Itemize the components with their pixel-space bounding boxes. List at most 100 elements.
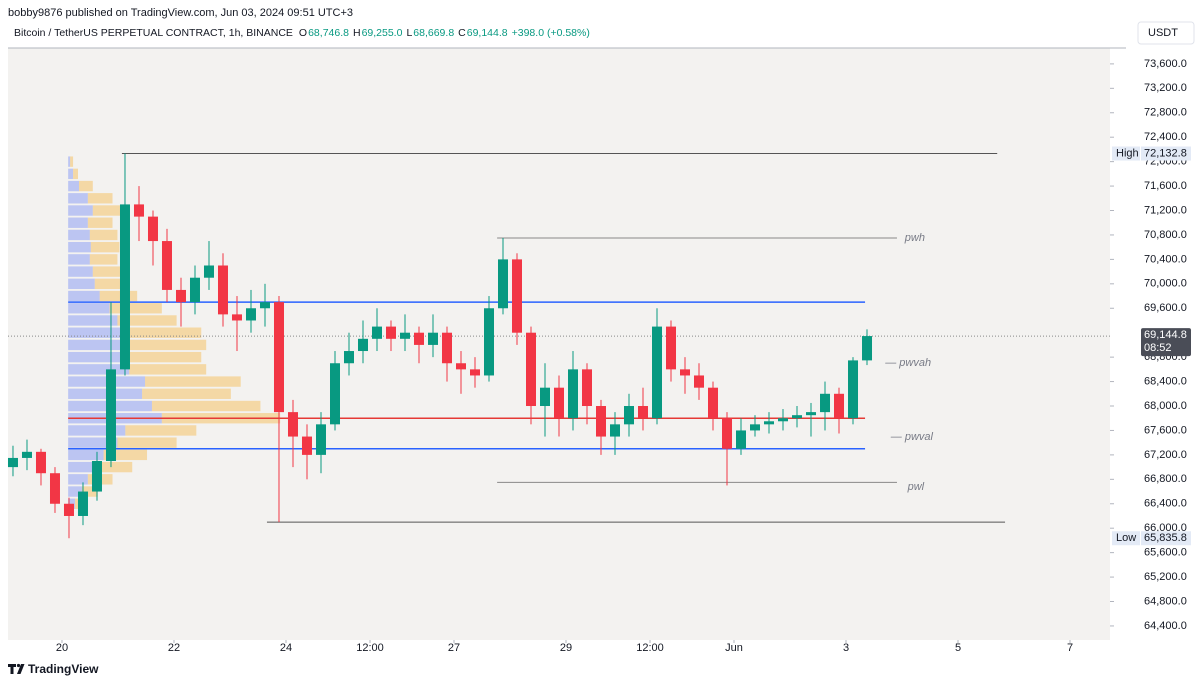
profile-down xyxy=(103,449,148,461)
profile-up xyxy=(68,303,110,314)
profile-up xyxy=(68,193,88,204)
profile-up xyxy=(68,388,143,399)
annotation: pwl xyxy=(907,481,925,493)
marker-box xyxy=(1141,531,1191,546)
profile-down xyxy=(81,486,98,497)
annotation: pwh xyxy=(904,232,925,244)
profile-up xyxy=(68,217,88,228)
profile-down xyxy=(145,376,241,387)
candle-body xyxy=(399,332,410,339)
y-tick-label: 68,000.0 xyxy=(1144,400,1187,412)
x-tick-label: 5 xyxy=(955,642,961,654)
x-tick-label: 24 xyxy=(280,642,292,654)
publisher: bobby9876 published on TradingView.com, … xyxy=(8,7,353,19)
profile-up xyxy=(68,339,130,351)
profile-down xyxy=(142,388,231,399)
profile-down xyxy=(127,351,202,363)
candle-body xyxy=(287,412,298,437)
candle-body xyxy=(539,387,550,407)
chart-title: Bitcoin / TetherUS PERPETUAL CONTRACT, 1… xyxy=(14,27,293,39)
candle-body xyxy=(77,491,88,516)
profile-down xyxy=(127,327,202,338)
profile-down xyxy=(129,364,207,375)
x-tick-label: 29 xyxy=(560,642,572,654)
candle-body xyxy=(778,418,789,422)
candle-body xyxy=(231,314,242,321)
candle-body xyxy=(596,406,607,437)
x-tick-label: 3 xyxy=(843,642,849,654)
candle-body xyxy=(666,326,677,370)
candle-body xyxy=(638,406,649,419)
marker-box xyxy=(1141,146,1191,161)
candle-body xyxy=(694,375,705,388)
candle-body xyxy=(554,387,564,419)
y-tick-label: 73,200.0 xyxy=(1144,82,1187,94)
candle-body xyxy=(301,436,312,455)
profile-up xyxy=(68,254,90,265)
profile-up xyxy=(68,449,104,461)
candle-body xyxy=(329,363,340,425)
profile-up xyxy=(68,241,91,253)
legend-value: 69,144.8 xyxy=(467,27,508,39)
profile-up xyxy=(68,461,98,473)
candle-body xyxy=(652,326,663,419)
candle-body xyxy=(792,415,803,419)
candle-body xyxy=(315,424,326,455)
brand: TradingView xyxy=(28,662,99,676)
profile-up xyxy=(68,156,71,167)
y-tick-label: 64,800.0 xyxy=(1144,595,1187,607)
candle-body xyxy=(736,430,747,449)
candle-body xyxy=(441,332,452,364)
candle-body xyxy=(427,332,438,345)
y-tick-label: 70,400.0 xyxy=(1144,253,1187,265)
candle-body xyxy=(455,363,466,370)
candle-body xyxy=(189,277,200,303)
last-price-box xyxy=(1141,328,1191,357)
last-price-label: 69,144.8 xyxy=(1144,329,1187,341)
marker-tag-box xyxy=(1112,146,1140,161)
legend-value: 68,746.8 xyxy=(308,27,349,39)
candle-body xyxy=(385,326,396,339)
candle-body xyxy=(413,332,424,345)
profile-up xyxy=(68,437,118,448)
candle-body xyxy=(750,424,761,431)
y-tick-label: 65,200.0 xyxy=(1144,571,1187,583)
profile-up xyxy=(68,180,79,192)
candle-body xyxy=(525,332,536,407)
candle-body xyxy=(357,338,368,352)
y-tick-label: 73,600.0 xyxy=(1144,58,1187,70)
legend-value: 69,255.0 xyxy=(362,27,403,39)
marker-label: 65,835.8 xyxy=(1144,532,1187,544)
profile-up xyxy=(68,425,126,436)
profile-up xyxy=(68,168,74,180)
candle-body xyxy=(862,336,873,361)
profile-down xyxy=(97,461,133,473)
currency: USDT xyxy=(1148,27,1178,39)
profile-up xyxy=(68,327,128,338)
candle-body xyxy=(371,326,382,339)
profile-up xyxy=(68,229,90,241)
profile-up xyxy=(68,474,88,485)
y-tick-label: 66,000.0 xyxy=(1144,522,1187,534)
candle-body xyxy=(119,204,130,370)
profile-down xyxy=(109,303,162,314)
legend-key: C xyxy=(458,27,466,39)
candle-body xyxy=(175,289,186,303)
x-tick-label: 12:00 xyxy=(636,642,664,654)
legend-value: 68,669.8 xyxy=(413,27,454,39)
plot-area xyxy=(8,48,1110,640)
candle-body xyxy=(105,369,116,461)
profile-down xyxy=(99,290,138,302)
profile-up xyxy=(68,205,93,216)
annotation: — pwvah xyxy=(884,357,931,369)
candle-body xyxy=(161,241,172,290)
y-tick-label: 72,800.0 xyxy=(1144,107,1187,119)
candle-body xyxy=(7,457,18,468)
candle-body xyxy=(21,451,32,458)
candle-body xyxy=(848,360,859,419)
y-tick-label: 70,800.0 xyxy=(1144,229,1187,241)
candle-body xyxy=(806,412,817,416)
profile-down xyxy=(90,241,120,253)
y-tick-label: 64,400.0 xyxy=(1144,620,1187,632)
